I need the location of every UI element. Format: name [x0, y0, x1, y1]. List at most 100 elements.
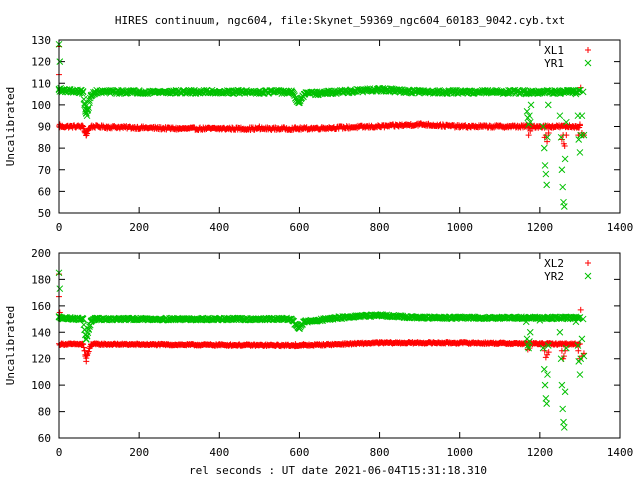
data-point: [543, 400, 551, 407]
data-point: [456, 123, 463, 130]
data-point: [545, 349, 552, 356]
data-point: [215, 315, 223, 323]
data-point: [522, 318, 530, 326]
data-point: [300, 341, 307, 348]
data-point: [542, 395, 550, 402]
y-tick-label: 120: [31, 353, 51, 366]
data-point: [288, 315, 295, 323]
data-point: [362, 311, 370, 319]
data-point: [580, 352, 588, 360]
data-point: [527, 101, 535, 109]
data-point: [176, 125, 183, 132]
data-point: [300, 318, 308, 326]
data-point: [540, 144, 548, 152]
series-YR2: [55, 269, 588, 431]
data-point: [86, 345, 93, 352]
data-point: [104, 125, 111, 132]
chart-panel-2: Uncalibrated 60 80 100 120 140 160 180 200 0 200 40…: [4, 247, 633, 459]
y-tick-label: 100: [31, 379, 51, 392]
data-point: [578, 335, 586, 343]
data-point: [557, 355, 565, 363]
y-tick-label: 130: [31, 34, 51, 47]
data-point: [526, 112, 533, 120]
data-point: [539, 123, 547, 130]
y-tick-label: 100: [31, 99, 51, 112]
data-point: [59, 123, 66, 130]
chart-panels: Uncalibrated 50 60 70 80 90 100 110 120 130 0 200 40…: [4, 34, 633, 459]
data-point: [376, 86, 383, 94]
data-point: [80, 95, 88, 103]
data-point: [560, 89, 568, 96]
data-point: [560, 418, 567, 426]
data-point: [528, 125, 535, 132]
x-tick-label: 1400: [607, 446, 634, 459]
data-point: [456, 88, 464, 96]
x-tick-label: 600: [289, 221, 309, 234]
x-tick-label: 200: [129, 446, 149, 459]
data-point: [564, 88, 572, 96]
data-point: [56, 309, 63, 316]
data-point: [562, 118, 570, 126]
y-axis-label: Uncalibrated: [4, 87, 17, 166]
data-point: [300, 90, 308, 98]
y-tick-label: 200: [31, 247, 51, 260]
data-point: [68, 123, 75, 130]
data-point: [135, 315, 143, 323]
data-point: [576, 371, 584, 378]
x-tick-label: 600: [289, 446, 309, 459]
data-point: [526, 118, 534, 126]
data-point: [85, 348, 92, 355]
data-point: [288, 88, 295, 96]
data-point: [256, 123, 263, 130]
data-point: [572, 90, 580, 98]
y-tick-label: 80: [38, 406, 51, 419]
data-point: [496, 88, 504, 96]
data-point: [561, 155, 569, 163]
data-point: [496, 339, 503, 346]
data-point: [84, 105, 92, 113]
data-point: [564, 315, 572, 323]
x-tick-label: 800: [370, 446, 390, 459]
legend-label: XL1: [544, 44, 564, 57]
data-point: [561, 388, 569, 396]
data-point: [577, 131, 585, 139]
data-point: [572, 123, 579, 130]
data-point: [572, 318, 580, 326]
data-point: [557, 133, 565, 141]
data-point: [579, 315, 587, 323]
data-point: [85, 326, 93, 333]
y-tick-label: 80: [38, 142, 51, 155]
data-point: [576, 121, 583, 128]
x-tick-label: 200: [129, 221, 149, 234]
y-tick-label: 60: [38, 185, 51, 198]
data-point: [141, 90, 149, 97]
data-point: [543, 181, 551, 189]
x-tick-label: 0: [56, 221, 63, 234]
data-point: [496, 123, 503, 130]
data-point: [541, 347, 548, 354]
legend-label: YR1: [544, 57, 564, 70]
data-point: [135, 88, 143, 96]
data-point: [540, 365, 548, 373]
x-tick-label: 1200: [527, 446, 554, 459]
data-point: [525, 132, 532, 139]
data-point: [83, 332, 91, 340]
data-point: [579, 88, 587, 96]
data-point: [165, 316, 173, 324]
data-point: [545, 129, 552, 136]
legend-marker: [584, 272, 592, 280]
data-point: [80, 123, 87, 130]
data-point: [216, 125, 223, 132]
data-point: [215, 88, 223, 96]
data-point: [556, 112, 564, 120]
x-tick-label: 1200: [527, 221, 554, 234]
data-point: [576, 149, 584, 156]
data-point: [578, 112, 586, 120]
data-point: [136, 341, 143, 348]
data-point: [67, 88, 75, 96]
plot-frame: [58, 252, 621, 439]
y-tick-label: 110: [31, 77, 51, 90]
data-point: [456, 339, 463, 346]
legend-marker: [585, 260, 591, 266]
